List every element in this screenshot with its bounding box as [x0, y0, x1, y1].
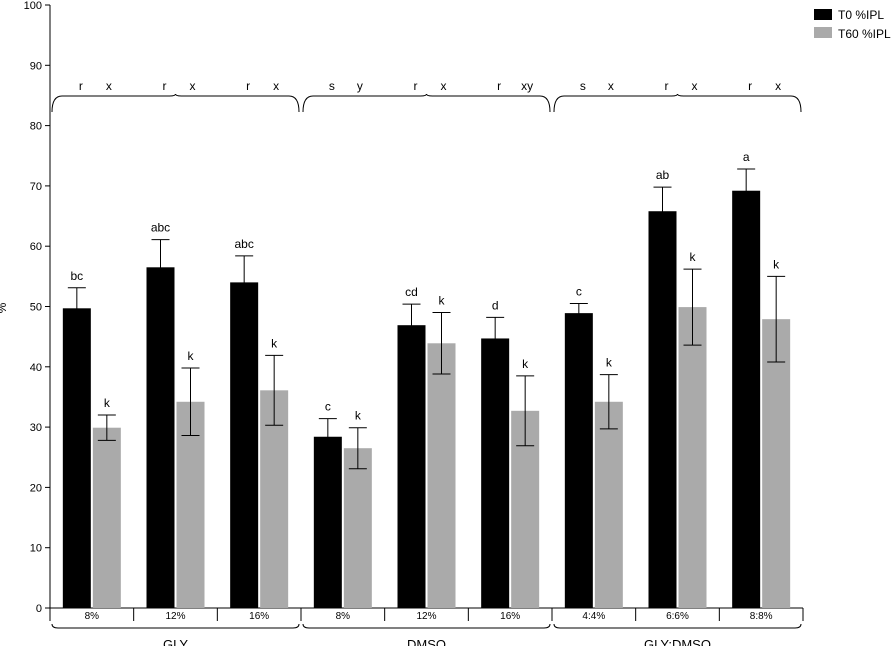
sig-label-t60: k: [773, 257, 780, 271]
bar-t0: [732, 190, 761, 608]
legend: T0 %IPL T60 %IPL: [814, 8, 891, 41]
bar-t60: [176, 401, 205, 608]
group-bracket-bottom: [51, 623, 300, 629]
y-tick-label: 0: [36, 603, 42, 615]
sig-label-t0: abc: [151, 221, 170, 235]
sig-label-t60: k: [606, 356, 613, 370]
bar-t60: [762, 319, 791, 608]
top-annotation-t0: r: [79, 79, 83, 93]
top-annotation-t60: x: [106, 79, 112, 93]
bar-t0: [481, 338, 510, 608]
bar-t60: [343, 448, 372, 608]
group-label: DMSO: [407, 637, 446, 646]
bar-t60: [678, 307, 707, 608]
legend-label-t60: T60 %IPL: [838, 27, 891, 41]
sig-label-t0: cd: [405, 285, 418, 299]
group-brace-top: [553, 93, 802, 113]
bar-t0: [62, 308, 91, 608]
x-tick-label: 6:6%: [666, 611, 689, 622]
sig-label-t60: k: [188, 349, 195, 363]
y-tick-label: 80: [30, 121, 42, 133]
axes: 0 10 20 30 40 50 60 70 80 90 100 8% 12% 16% 8% 12% 16% 4:…: [24, 0, 804, 646]
top-annotation-t0: r: [497, 79, 501, 93]
top-annotation-t0: r: [748, 79, 752, 93]
top-annotation-t60: x: [775, 79, 781, 93]
sig-label-t60: k: [271, 336, 278, 350]
y-tick-label: 30: [30, 422, 42, 434]
top-annotation-t0: r: [163, 79, 167, 93]
y-tick-label: 70: [30, 181, 42, 193]
x-tick-label: 8:8%: [750, 611, 773, 622]
sig-label-t0: c: [325, 400, 331, 414]
y-tick-label: 20: [30, 482, 42, 494]
bar-t0: [648, 211, 677, 608]
bar-t0: [313, 436, 342, 608]
top-annotation-t60: xy: [521, 79, 533, 93]
legend-label-t0: T0 %IPL: [838, 8, 884, 22]
sig-label-t0: a: [743, 150, 750, 164]
y-axis-label: %: [0, 302, 9, 313]
top-annotation-t60: x: [692, 79, 698, 93]
x-tick-label: 16%: [249, 611, 269, 622]
bar-t60: [260, 390, 289, 608]
bar-t60: [427, 343, 456, 608]
sig-label-t60: k: [355, 409, 362, 423]
bar-t0: [397, 325, 426, 608]
group-label: GLY: [163, 637, 188, 646]
labels: r x r x r x s y r x r xy s x r x r x bc abc abc c cd d c ab a k k k k k…: [70, 79, 781, 423]
bars: [62, 168, 791, 608]
sig-label-t60: k: [690, 250, 697, 264]
top-annotation-t0: s: [580, 79, 586, 93]
sig-label-t0: abc: [234, 237, 253, 251]
top-annotation-t60: x: [608, 79, 614, 93]
x-tick-label: 4:4%: [582, 611, 605, 622]
legend-swatch-t60: [814, 27, 832, 38]
x-tick-label: 8%: [85, 611, 100, 622]
y-tick-label: 50: [30, 302, 42, 314]
sig-label-t0: bc: [70, 269, 83, 283]
bar-t60: [594, 401, 623, 608]
bar-t0: [230, 282, 259, 608]
x-tick-label: 12%: [165, 611, 185, 622]
bar-t60: [92, 427, 121, 608]
legend-swatch-t0: [814, 9, 832, 20]
group-bracket-bottom: [553, 623, 802, 629]
y-tick-label: 60: [30, 241, 42, 253]
sig-label-t60: k: [522, 357, 529, 371]
top-annotation-t60: x: [190, 79, 196, 93]
top-annotation-t60: x: [273, 79, 279, 93]
top-annotation-t60: y: [357, 79, 363, 93]
top-annotation-t0: r: [665, 79, 669, 93]
y-tick-label: 10: [30, 543, 42, 555]
group-label: GLY:DMSO: [644, 637, 711, 646]
y-tick-label: 100: [24, 0, 42, 12]
group-bracket-bottom: [302, 623, 551, 629]
sig-label-t0: ab: [656, 168, 670, 182]
x-tick-label: 16%: [500, 611, 520, 622]
y-tick-label: 90: [30, 60, 42, 72]
group-brace-top: [302, 93, 551, 113]
sig-label-t0: c: [576, 284, 582, 298]
sig-label-t0: d: [492, 298, 499, 312]
top-annotation-t0: r: [414, 79, 418, 93]
top-annotation-t0: s: [329, 79, 335, 93]
top-annotation-t0: r: [246, 79, 250, 93]
x-tick-label: 12%: [416, 611, 436, 622]
bar-t0: [564, 313, 593, 608]
top-annotation-t60: x: [441, 79, 447, 93]
group-brace-top: [51, 93, 300, 113]
y-tick-label: 40: [30, 362, 42, 374]
sig-label-t60: k: [104, 396, 111, 410]
x-tick-label: 8%: [336, 611, 351, 622]
bar-t0: [146, 267, 175, 608]
sig-label-t60: k: [439, 294, 446, 308]
